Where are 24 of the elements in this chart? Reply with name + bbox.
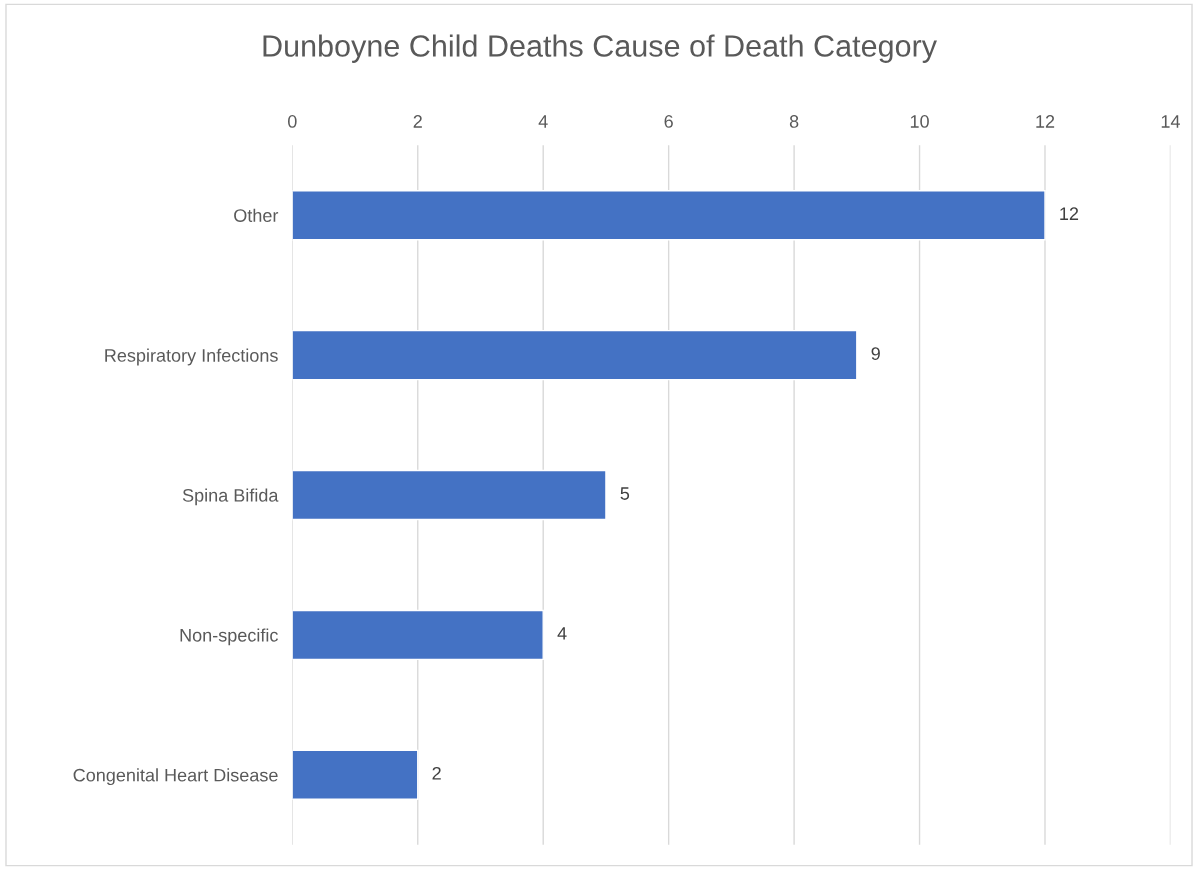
x-tick-label: 6: [664, 115, 673, 128]
y-tick-label: Spina Bifida: [182, 488, 279, 506]
y-tick-label: Respiratory Infections: [105, 348, 278, 366]
chart-title: Dunboyne Child Deaths Cause of Death Category: [263, 34, 937, 63]
x-tick-label: 4: [538, 115, 548, 128]
bar: [292, 190, 1046, 241]
x-tick-label: 8: [789, 115, 799, 128]
bar: [292, 329, 858, 381]
x-tick-label: 12: [1036, 115, 1055, 128]
x-tick-label: 0: [288, 115, 297, 128]
data-label: 9: [871, 347, 880, 360]
bar: [292, 469, 607, 521]
y-tick-label: Congenital Heart Disease: [73, 768, 278, 786]
x-tick-label: 10: [910, 115, 929, 128]
data-label: 5: [620, 487, 630, 500]
x-tick-label: 2: [413, 115, 422, 128]
bar: [292, 749, 419, 800]
y-tick-label: Non-specific: [180, 628, 278, 646]
y-tick-label: Other: [234, 208, 279, 222]
data-label: 4: [557, 627, 567, 640]
bar: [292, 609, 544, 661]
data-label: 2: [432, 766, 441, 780]
x-tick-label: 14: [1161, 115, 1180, 128]
data-label: 12: [1060, 207, 1079, 220]
